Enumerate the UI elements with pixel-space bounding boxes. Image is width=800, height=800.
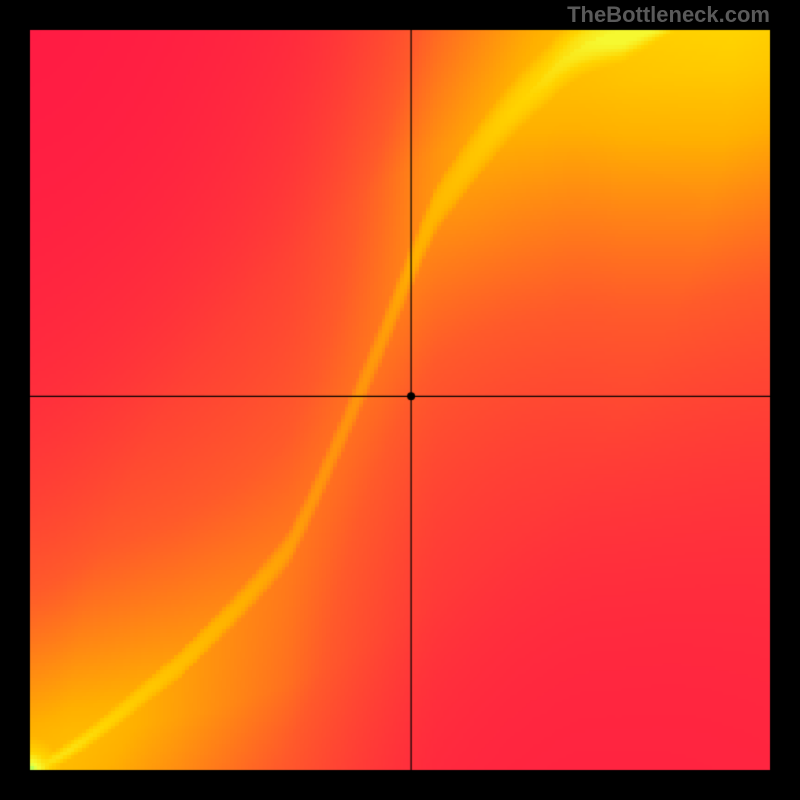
watermark-text: TheBottleneck.com [567,2,770,28]
heatmap-canvas [0,0,800,800]
